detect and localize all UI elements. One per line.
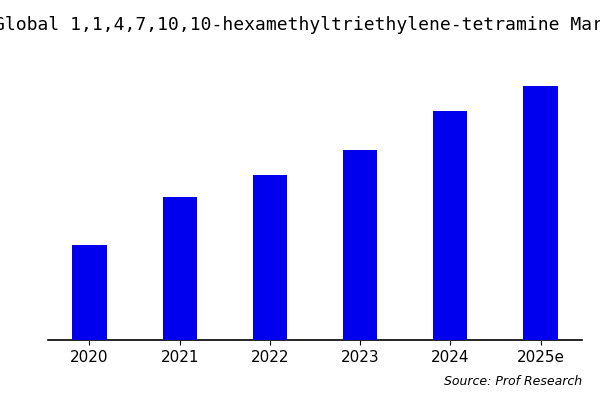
Bar [72, 245, 107, 340]
Bar [523, 86, 558, 340]
Text: Global 1,1,4,7,10,10-hexamethyltriethylene-tetramine Market (Million USD): Global 1,1,4,7,10,10-hexamethyltriethyle… [0, 16, 600, 34]
Bar [433, 112, 467, 340]
Text: Source: Prof Research: Source: Prof Research [444, 375, 582, 388]
Bar [163, 197, 197, 340]
Bar [343, 150, 377, 340]
Bar [253, 175, 287, 340]
